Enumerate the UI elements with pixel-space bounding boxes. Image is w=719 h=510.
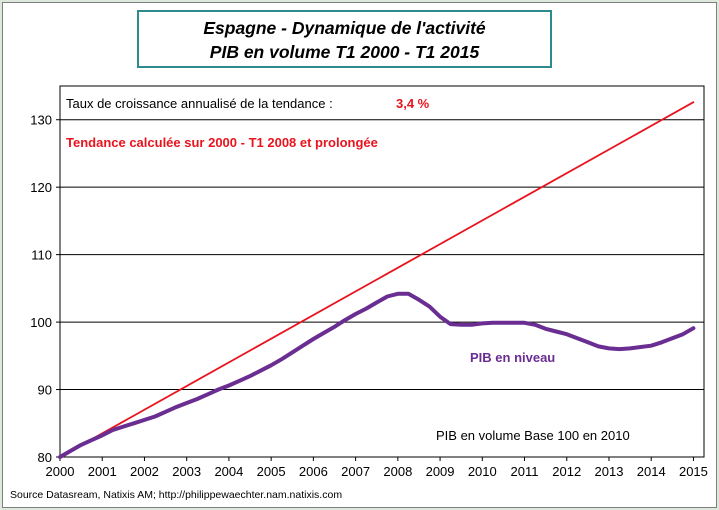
chart-title-box: Espagne - Dynamique de l'activité PIB en… xyxy=(137,10,552,68)
x-tick-label: 2012 xyxy=(552,464,581,479)
growth-rate-value: 3,4 % xyxy=(396,96,430,111)
gridlines xyxy=(60,119,704,458)
x-tick-label: 2013 xyxy=(595,464,624,479)
chart-title-line-1: Espagne - Dynamique de l'activité xyxy=(203,18,486,38)
x-tick-label: 2004 xyxy=(214,464,243,479)
x-tick-label: 2015 xyxy=(679,464,708,479)
x-tick-label: 2002 xyxy=(130,464,159,479)
base-note: PIB en volume Base 100 en 2010 xyxy=(436,428,630,443)
trend-note: Tendance calculée sur 2000 - T1 2008 et … xyxy=(66,135,378,150)
x-tick-label: 2003 xyxy=(172,464,201,479)
plot-area xyxy=(59,85,705,458)
x-axis-ticks: 2000 2001 2002 2003 2004 2005 2006 2007 2008 2009… xyxy=(46,457,708,479)
x-tick-label: 2011 xyxy=(511,464,539,479)
x-tick-label: 2010 xyxy=(468,464,497,479)
y-tick-label: 120 xyxy=(30,180,52,195)
x-tick-label: 2005 xyxy=(257,464,286,479)
annotations: Taux de croissance annualisé de la tenda… xyxy=(66,96,630,443)
x-tick-label: 2014 xyxy=(637,464,666,479)
y-tick-label: 80 xyxy=(38,450,52,465)
x-tick-label: 2006 xyxy=(299,464,328,479)
x-tick-label: 2000 xyxy=(46,464,75,479)
x-tick-label: 2009 xyxy=(426,464,455,479)
series-layer xyxy=(58,101,696,459)
x-tick-label: 2008 xyxy=(383,464,412,479)
y-axis-ticks: 80 90 100 110 120 130 xyxy=(30,113,60,465)
growth-rate-label: Taux de croissance annualisé de la tenda… xyxy=(66,96,333,111)
series-line-tendance xyxy=(59,101,695,458)
y-tick-label: 100 xyxy=(30,315,52,330)
x-tick-label: 2001 xyxy=(88,464,117,479)
series-line-pib-en-niveau xyxy=(58,291,696,459)
y-tick-label: 90 xyxy=(38,383,52,398)
x-tick-label: 2007 xyxy=(341,464,370,479)
series-label-pib: PIB en niveau xyxy=(470,350,555,365)
y-tick-label: 130 xyxy=(30,113,52,128)
y-tick-label: 110 xyxy=(31,248,52,263)
chart-title-line-2: PIB en volume T1 2000 - T1 2015 xyxy=(209,42,480,62)
source-note: Source Datasream, Natixis AM; http://phi… xyxy=(10,489,343,501)
